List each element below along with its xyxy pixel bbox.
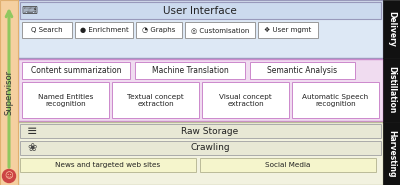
- Bar: [22, 22, 72, 38]
- Bar: [250, 62, 355, 79]
- Bar: [202, 82, 289, 118]
- Bar: [112, 82, 199, 118]
- Bar: [185, 22, 255, 38]
- Text: News and targeted web sites: News and targeted web sites: [55, 162, 161, 168]
- Text: Delivery: Delivery: [387, 11, 396, 47]
- Circle shape: [2, 169, 16, 182]
- Text: ◎ Customisation: ◎ Customisation: [191, 27, 249, 33]
- Bar: [20, 141, 381, 155]
- Text: ❖ User mgmt: ❖ User mgmt: [264, 27, 312, 33]
- Bar: [18, 0, 383, 58]
- Bar: [258, 22, 318, 38]
- Bar: [20, 2, 381, 19]
- Bar: [383, 58, 400, 122]
- Text: Harvesting: Harvesting: [387, 130, 396, 177]
- Bar: [200, 158, 376, 172]
- Text: Q Search: Q Search: [31, 27, 63, 33]
- Text: Distillation: Distillation: [387, 66, 396, 114]
- Text: Content summarization: Content summarization: [31, 66, 121, 75]
- Bar: [18, 122, 383, 185]
- Text: Semantic Analysis: Semantic Analysis: [268, 66, 338, 75]
- Text: ≡: ≡: [27, 125, 37, 137]
- Bar: [135, 62, 245, 79]
- Text: ☺: ☺: [5, 171, 13, 181]
- Bar: [136, 22, 182, 38]
- Bar: [292, 82, 379, 118]
- Text: Raw Storage: Raw Storage: [181, 127, 239, 135]
- Text: Visual concept
extraction: Visual concept extraction: [219, 93, 272, 107]
- Bar: [20, 124, 381, 138]
- Text: ◔ Graphs: ◔ Graphs: [142, 27, 176, 33]
- Bar: [75, 22, 133, 38]
- Bar: [18, 59, 383, 121]
- Text: Textual concept
extraction: Textual concept extraction: [127, 93, 184, 107]
- Bar: [383, 122, 400, 185]
- Bar: [22, 82, 109, 118]
- Text: ❀: ❀: [27, 143, 37, 153]
- Text: User Interface: User Interface: [163, 6, 237, 16]
- Text: Automatic Speech
recognition: Automatic Speech recognition: [302, 93, 368, 107]
- Bar: [0, 0, 18, 185]
- Bar: [20, 158, 196, 172]
- Text: ● Enrichment: ● Enrichment: [80, 27, 128, 33]
- Bar: [22, 62, 130, 79]
- Text: Machine Translation: Machine Translation: [152, 66, 228, 75]
- Text: Named Entities
recognition: Named Entities recognition: [38, 93, 93, 107]
- Bar: [383, 0, 400, 58]
- Text: ⌨: ⌨: [21, 6, 37, 16]
- Text: Supervisor: Supervisor: [4, 69, 14, 115]
- Text: Crawling: Crawling: [190, 144, 230, 152]
- Text: Social Media: Social Media: [265, 162, 311, 168]
